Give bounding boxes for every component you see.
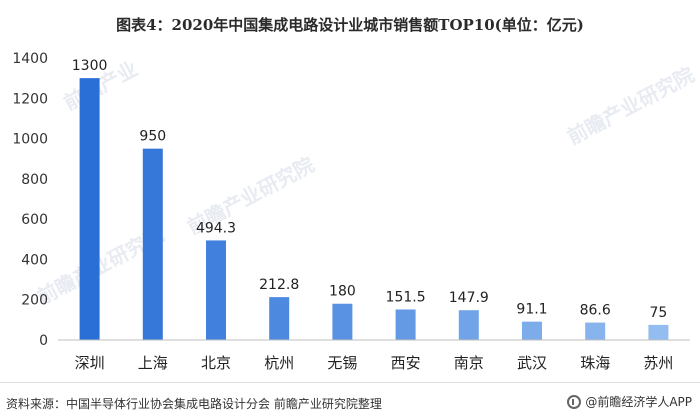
x-tick-label: 西安 — [391, 354, 421, 372]
x-tick-label: 珠海 — [580, 354, 610, 372]
y-tick-label: 0 — [39, 333, 48, 349]
bar — [142, 148, 163, 340]
x-tick-label: 北京 — [201, 354, 231, 372]
bars: 1300 950 494.3 212.8 180 151.5 147.9 91.1 86.6 75 — [72, 58, 669, 341]
bar — [458, 310, 479, 340]
source-note: 资料来源：中国半导体行业协会集成电路设计分会 前瞻产业研究院整理 — [6, 397, 382, 411]
bar-value-label: 494.3 — [196, 220, 236, 236]
brand-logo-icon — [567, 394, 582, 409]
bar-value-label: 212.8 — [259, 277, 299, 293]
y-tick-label: 1000 — [12, 132, 48, 148]
bar — [585, 322, 606, 340]
bar — [206, 240, 226, 340]
y-tick-label: 1400 — [12, 51, 48, 67]
brand-label: @前瞻经济学人APP — [585, 395, 692, 409]
bar-value-label: 151.5 — [386, 289, 426, 305]
bar-value-label: 180 — [329, 284, 356, 300]
x-axis: 深圳 上海 北京 杭州 无锡 西安 南京 武汉 珠海 苏州 — [75, 354, 674, 372]
brand: @前瞻经济学人APP — [567, 393, 692, 410]
y-tick-label: 400 — [21, 252, 48, 268]
x-tick-label: 杭州 — [264, 354, 294, 372]
bar — [522, 321, 542, 340]
bar-value-label: 91.1 — [516, 302, 547, 318]
y-axis: 0 200 400 600 800 1000 1200 1400 — [12, 51, 48, 349]
bar — [332, 303, 353, 340]
bar — [79, 78, 100, 341]
bar — [269, 297, 290, 340]
bar-value-label: 75 — [649, 305, 667, 321]
x-tick-label: 无锡 — [327, 354, 357, 372]
chart-title: 图表4：2020年中国集成电路设计业城市销售额TOP10(单位：亿元) — [116, 16, 584, 34]
x-tick-label: 南京 — [454, 354, 484, 372]
footer: 资料来源：中国半导体行业协会集成电路设计分会 前瞻产业研究院整理 @前瞻经济学人… — [0, 382, 700, 420]
bar — [395, 309, 416, 340]
y-tick-label: 600 — [21, 212, 48, 228]
y-tick-label: 200 — [21, 293, 48, 309]
bar-value-label: 86.6 — [580, 303, 611, 319]
bar-value-label: 147.9 — [449, 290, 489, 306]
x-tick-label: 深圳 — [75, 354, 105, 372]
bar — [648, 324, 669, 340]
bar-chart: 0 200 400 600 800 1000 1200 1400 1300 950 494.3 21… — [12, 51, 690, 372]
x-tick-label: 武汉 — [517, 354, 547, 372]
x-tick-label: 上海 — [138, 354, 168, 372]
y-tick-label: 1200 — [12, 91, 48, 107]
bar-value-label: 950 — [139, 129, 166, 145]
x-tick-label: 苏州 — [643, 354, 673, 372]
y-tick-label: 800 — [21, 172, 48, 188]
bar-value-label: 1300 — [72, 58, 108, 74]
